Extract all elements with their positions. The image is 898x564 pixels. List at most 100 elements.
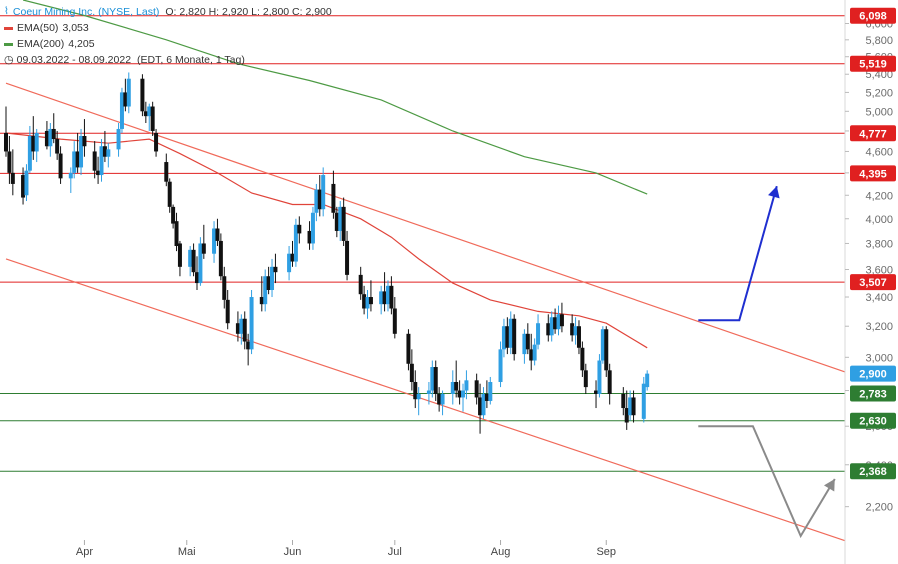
candle [55, 130, 60, 160]
candle-body [68, 172, 73, 179]
candle-body [600, 329, 605, 361]
y-tick-label: 5,800 [865, 35, 893, 47]
candle [559, 302, 564, 333]
candle [82, 119, 87, 157]
candle-body [368, 297, 373, 305]
candle [310, 206, 315, 250]
candle-body [7, 151, 12, 173]
candle-body [235, 323, 240, 334]
candle [72, 141, 77, 179]
candle-body [573, 326, 578, 336]
candle [416, 387, 421, 416]
candle [457, 380, 462, 405]
candle [273, 253, 278, 284]
trend-channel-line [5, 258, 846, 542]
candle [266, 266, 271, 295]
chart-lines [5, 0, 846, 542]
candle-body [119, 92, 124, 129]
candle [392, 297, 397, 339]
candle-body [266, 276, 271, 290]
candle [628, 390, 633, 421]
candle-body [334, 212, 339, 231]
candle-body [147, 106, 152, 117]
candle [321, 167, 326, 217]
candle-body [24, 170, 29, 196]
candle-body [171, 206, 176, 224]
candle [126, 72, 131, 114]
candle-body [140, 78, 145, 112]
candle [201, 224, 206, 259]
candle-body [270, 266, 275, 290]
candle [440, 390, 445, 416]
candle-body [379, 291, 384, 305]
candle-body [82, 136, 87, 147]
candle-body [225, 299, 230, 324]
candle-body [314, 189, 319, 213]
candle-body [338, 206, 343, 231]
time-axis: Apr Mai Jun Jul Aug Sep [76, 540, 616, 558]
candle-body [392, 308, 397, 334]
candle [44, 121, 49, 150]
candle [119, 87, 124, 133]
candle-body [430, 367, 435, 391]
candle [270, 258, 275, 298]
candle-body [385, 285, 390, 305]
candle-body [174, 221, 179, 247]
candle-body [484, 393, 489, 401]
y-tick-label: 3,000 [865, 352, 893, 364]
candle [461, 383, 466, 412]
candle-body [645, 373, 650, 388]
candle [102, 130, 107, 163]
candle [481, 387, 486, 419]
candle-body [198, 243, 203, 284]
candle [34, 128, 39, 163]
level-tag-2,630 [850, 412, 896, 429]
candle-body [549, 317, 554, 336]
candle [501, 318, 506, 358]
level-tag-4,777 [850, 125, 896, 142]
candle-body [508, 318, 513, 348]
candle-body [365, 297, 370, 309]
candle [123, 78, 128, 112]
candle-body [621, 393, 626, 409]
candle-body [529, 349, 534, 361]
candle-body [167, 181, 172, 207]
candle [96, 156, 101, 184]
candle [31, 116, 36, 160]
y-tick-label: 3,600 [865, 265, 893, 277]
candle [341, 197, 346, 247]
candle [508, 311, 513, 355]
legend-period-row: ◷ 09.03.2022 - 08.09.2022 (EDT, 6 Monate… [4, 52, 332, 68]
candle-body [461, 390, 466, 398]
candle [430, 360, 435, 398]
candle [235, 311, 240, 342]
arrowhead-icon [768, 186, 780, 199]
legend-ema50-value: 3,053 [62, 22, 89, 34]
level-tag-4,395 [850, 165, 896, 182]
candle [174, 212, 179, 252]
candle [426, 382, 431, 405]
candle-body [290, 253, 295, 262]
candle [549, 311, 554, 342]
ema200-line [22, 0, 648, 195]
candle [287, 246, 292, 281]
candle-body [522, 333, 527, 355]
candle [314, 183, 319, 222]
candle-body [287, 253, 292, 273]
candle-body [604, 329, 609, 371]
candle [409, 349, 414, 391]
legend-period: 09.03.2022 - 08.09.2022 [16, 54, 132, 66]
candle-body [21, 175, 26, 198]
candle-body [75, 151, 80, 168]
candle [512, 314, 517, 361]
ema200-swatch [4, 42, 13, 46]
candle-body [191, 249, 196, 273]
candle [379, 285, 384, 315]
candle [525, 323, 530, 355]
candle [389, 276, 394, 315]
candle [345, 230, 350, 281]
candle-body [474, 380, 479, 398]
candle-body [10, 172, 15, 184]
candle [164, 153, 169, 187]
